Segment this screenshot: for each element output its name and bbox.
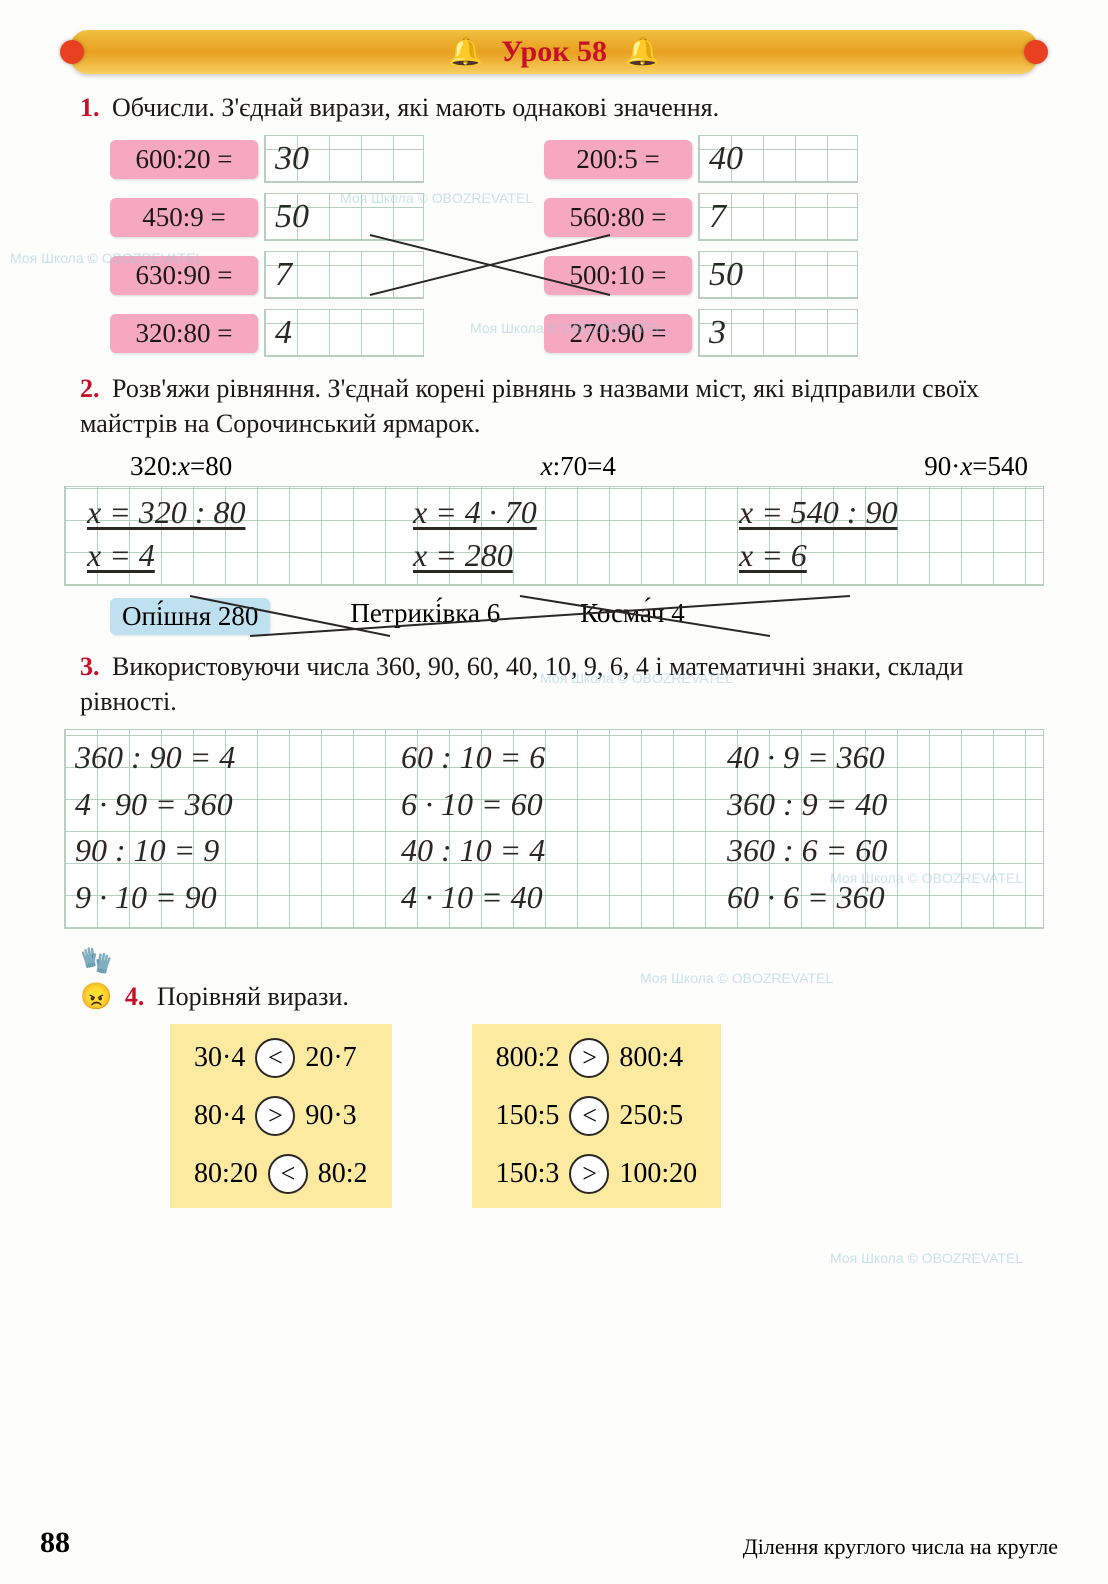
equation: 90·x=540 bbox=[924, 451, 1028, 482]
compare-row: 30·4<20·7 bbox=[194, 1038, 368, 1078]
bell-icon: 🔔 bbox=[625, 35, 660, 69]
expression-pill: 450:9 = bbox=[110, 198, 258, 237]
ex3-col: 60 : 10 = 66 · 10 = 60 40 : 10 = 44 · 10… bbox=[391, 730, 717, 928]
ex2-solution-grid: x = 320 : 80x = 4 x = 4 · 70x = 280 x = … bbox=[64, 486, 1044, 586]
task-number: 1. bbox=[80, 93, 100, 122]
compare-row: 150:3>100:20 bbox=[496, 1154, 698, 1194]
expression-pill: 560:80 = bbox=[544, 198, 692, 237]
town-pill: Опі́шня 280 bbox=[110, 598, 270, 635]
lesson-header: 🔔 Урок 58 🔔 bbox=[70, 30, 1038, 74]
task-3-prompt: 3. Використовуючи числа 360, 90, 60, 40,… bbox=[80, 649, 1048, 719]
ex2-equations: 320:x=80 x:70=4 90·x=540 bbox=[130, 451, 1028, 482]
compare-circle: > bbox=[569, 1154, 609, 1194]
equation-row: 270:90 =3 bbox=[544, 309, 858, 357]
expression-pill: 630:90 = bbox=[110, 256, 258, 295]
answer-box: 50 bbox=[264, 193, 424, 241]
expression-pill: 600:20 = bbox=[110, 140, 258, 179]
footer-note: Ділення круглого числа на кругле bbox=[743, 1534, 1058, 1560]
task-text: Використовуючи числа 360, 90, 60, 40, 10… bbox=[80, 652, 963, 716]
task-text: Розв'яжи рівняння. З'єднай корені рівнян… bbox=[80, 374, 979, 438]
expression-pill: 320:80 = bbox=[110, 314, 258, 353]
compare-block-left: 30·4<20·7 80·4>90·3 80:20<80:2 bbox=[170, 1024, 392, 1208]
equation: 320:x=80 bbox=[130, 451, 232, 482]
answer-box: 30 bbox=[264, 135, 424, 183]
compare-row: 80:20<80:2 bbox=[194, 1154, 368, 1194]
task-2-prompt: 2. Розв'яжи рівняння. З'єднай корені рів… bbox=[80, 371, 1048, 441]
ex1-right-column: 200:5 =40 560:80 =7 500:10 =50 270:90 =3 bbox=[544, 135, 858, 357]
task-number: 2. bbox=[80, 374, 100, 403]
task-text: Обчисли. З'єднай вирази, які мають однак… bbox=[112, 93, 719, 122]
compare-circle: < bbox=[569, 1096, 609, 1136]
exercise-4: 30·4<20·7 80·4>90·3 80:20<80:2 800:2>800… bbox=[170, 1024, 1058, 1208]
ex1-left-column: 600:20 =30 450:9 =50 630:90 =7 320:80 =4 bbox=[110, 135, 424, 357]
town-label: Петрикі́вка 6 bbox=[350, 598, 500, 635]
answer-box: 7 bbox=[264, 251, 424, 299]
task-text: Порівняй вирази. bbox=[157, 982, 349, 1011]
answer-box: 50 bbox=[698, 251, 858, 299]
solution-col: x = 540 : 90x = 6 bbox=[717, 487, 1043, 585]
task-number: 3. bbox=[80, 652, 100, 681]
compare-circle: < bbox=[268, 1154, 308, 1194]
compare-row: 80·4>90·3 bbox=[194, 1096, 368, 1136]
ex3-col: 360 : 90 = 44 · 90 = 360 90 : 10 = 99 · … bbox=[65, 730, 391, 928]
answer-box: 4 bbox=[264, 309, 424, 357]
expression-pill: 270:90 = bbox=[544, 314, 692, 353]
compare-circle: > bbox=[255, 1096, 295, 1136]
bell-icon: 🔔 bbox=[448, 35, 483, 69]
ex3-col: 40 · 9 = 360360 : 9 = 40 360 : 6 = 6060 … bbox=[717, 730, 1043, 928]
task-1-prompt: 1. Обчисли. З'єднай вирази, які мають од… bbox=[80, 90, 1048, 125]
equation-row: 600:20 =30 bbox=[110, 135, 424, 183]
compare-circle: < bbox=[255, 1038, 295, 1078]
exercise-1: 600:20 =30 450:9 =50 630:90 =7 320:80 =4… bbox=[110, 135, 1058, 357]
compare-circle: > bbox=[569, 1038, 609, 1078]
answer-box: 3 bbox=[698, 309, 858, 357]
compare-block-right: 800:2>800:4 150:5<250:5 150:3>100:20 bbox=[472, 1024, 722, 1208]
lesson-title: Урок 58 bbox=[501, 35, 607, 69]
compare-row: 150:5<250:5 bbox=[496, 1096, 698, 1136]
page-number: 88 bbox=[40, 1526, 70, 1560]
watermark: Моя Школа © OBOZREVATEL bbox=[830, 1250, 1023, 1266]
expression-pill: 200:5 = bbox=[544, 140, 692, 179]
equation-row: 200:5 =40 bbox=[544, 135, 858, 183]
equation: x:70=4 bbox=[541, 451, 616, 482]
ex3-grid: 360 : 90 = 44 · 90 = 360 90 : 10 = 99 · … bbox=[64, 729, 1044, 929]
solution-col: x = 320 : 80x = 4 bbox=[65, 487, 391, 585]
equation-row: 500:10 =50 bbox=[544, 251, 858, 299]
equation-row: 450:9 =50 bbox=[110, 193, 424, 241]
compare-row: 800:2>800:4 bbox=[496, 1038, 698, 1078]
equation-row: 320:80 =4 bbox=[110, 309, 424, 357]
solution-col: x = 4 · 70x = 280 bbox=[391, 487, 717, 585]
town-list: Опі́шня 280 Петрикі́вка 6 Косма́ч 4 bbox=[110, 598, 1048, 635]
answer-box: 7 bbox=[698, 193, 858, 241]
answer-box: 40 bbox=[698, 135, 858, 183]
town-label: Косма́ч 4 bbox=[580, 598, 684, 635]
task-4-prompt: 🧤😠 4. Порівняй вирази. bbox=[80, 943, 1048, 1013]
header-endcap bbox=[60, 40, 84, 64]
expression-pill: 500:10 = bbox=[544, 256, 692, 295]
task-number: 4. bbox=[125, 982, 145, 1011]
equation-row: 560:80 =7 bbox=[544, 193, 858, 241]
header-endcap bbox=[1024, 40, 1048, 64]
equation-row: 630:90 =7 bbox=[110, 251, 424, 299]
